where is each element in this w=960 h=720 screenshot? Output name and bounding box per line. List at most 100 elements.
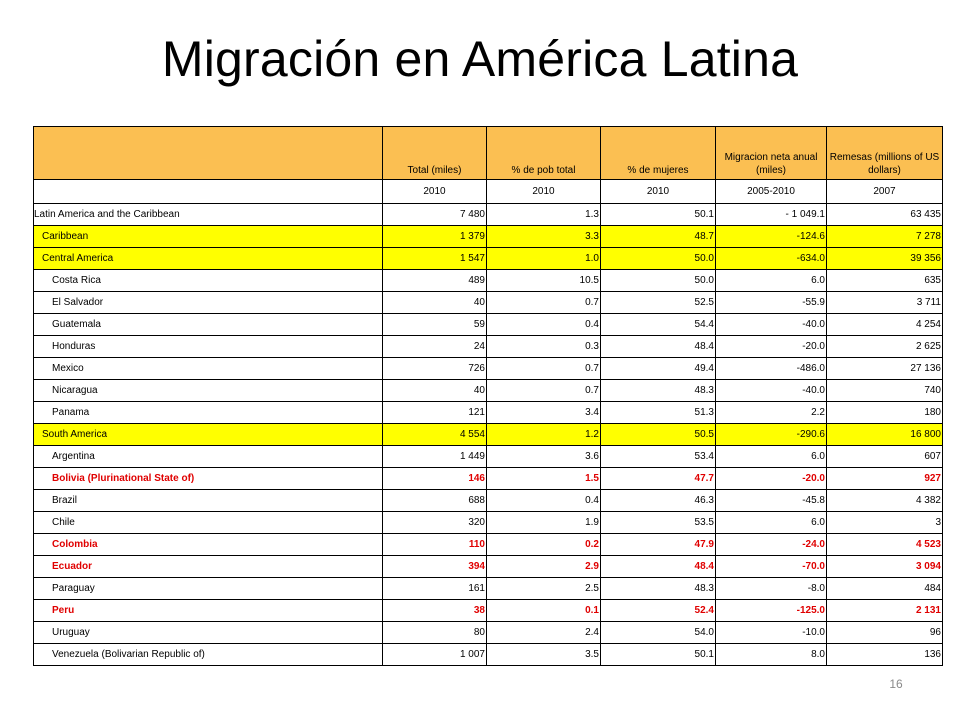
region-name-cell: Colombia xyxy=(33,533,383,556)
value-cell: 394 xyxy=(382,555,487,578)
table-row: South America 4 554 1.2 50.5 -290.6 16 800 xyxy=(33,423,943,446)
page-number: 16 xyxy=(889,677,903,691)
header-cell: Migracion neta anual (miles) xyxy=(715,126,827,180)
value-cell: 54.0 xyxy=(600,621,716,644)
value-cell: 7 480 xyxy=(382,203,487,226)
value-cell: 2 625 xyxy=(826,335,943,358)
value-cell: 2.5 xyxy=(486,577,601,600)
value-cell: 46.3 xyxy=(600,489,716,512)
value-cell: 2.2 xyxy=(715,401,827,424)
value-cell: 146 xyxy=(382,467,487,490)
value-cell: 80 xyxy=(382,621,487,644)
value-cell: 3 094 xyxy=(826,555,943,578)
value-cell: 48.4 xyxy=(600,555,716,578)
value-cell: 50.5 xyxy=(600,423,716,446)
value-cell: 1 007 xyxy=(382,643,487,666)
value-cell: 59 xyxy=(382,313,487,336)
value-cell: 6.0 xyxy=(715,269,827,292)
value-cell: 0.4 xyxy=(486,313,601,336)
header-row: Total (miles) % de pob total % de mujere… xyxy=(33,126,943,180)
table-row: Panama 121 3.4 51.3 2.2 180 xyxy=(33,401,943,424)
value-cell: 927 xyxy=(826,467,943,490)
table-row: Honduras 24 0.3 48.4 -20.0 2 625 xyxy=(33,335,943,358)
value-cell: -20.0 xyxy=(715,335,827,358)
value-cell: 51.3 xyxy=(600,401,716,424)
value-cell: 50.1 xyxy=(600,203,716,226)
value-cell: -55.9 xyxy=(715,291,827,314)
header-cell xyxy=(33,126,383,180)
value-cell: 4 382 xyxy=(826,489,943,512)
value-cell: 3 xyxy=(826,511,943,534)
region-name-cell: Chile xyxy=(33,511,383,534)
value-cell: 3 711 xyxy=(826,291,943,314)
value-cell: 3.4 xyxy=(486,401,601,424)
table-row: Brazil 688 0.4 46.3 -45.8 4 382 xyxy=(33,489,943,512)
value-cell: -634.0 xyxy=(715,247,827,270)
region-name-cell: Brazil xyxy=(33,489,383,512)
table-row: Central America 1 547 1.0 50.0 -634.0 39 356 xyxy=(33,247,943,270)
value-cell: 2.9 xyxy=(486,555,601,578)
value-cell: 4 554 xyxy=(382,423,487,446)
value-cell: 3.3 xyxy=(486,225,601,248)
value-cell: 607 xyxy=(826,445,943,468)
value-cell: 110 xyxy=(382,533,487,556)
value-cell: 40 xyxy=(382,291,487,314)
region-name-cell: Honduras xyxy=(33,335,383,358)
slide-title: Migración en América Latina xyxy=(161,31,799,87)
header-cell: Remesas (millions of US dollars) xyxy=(826,126,943,180)
region-name-cell: Bolivia (Plurinational State of) xyxy=(33,467,383,490)
migration-table: Total (miles) % de pob total % de mujere… xyxy=(33,126,943,666)
value-cell: 2.4 xyxy=(486,621,601,644)
header-cell: % de mujeres xyxy=(600,126,716,180)
year-cell xyxy=(33,179,383,204)
year-cell: 2005-2010 xyxy=(715,179,827,204)
region-name-cell: Paraguay xyxy=(33,577,383,600)
region-name-cell: Argentina xyxy=(33,445,383,468)
region-name-cell: Mexico xyxy=(33,357,383,380)
region-name-cell: Venezuela (Bolivarian Republic of) xyxy=(33,643,383,666)
table-body: Latin America and the Caribbean 7 480 1.3 5… xyxy=(33,203,943,666)
value-cell: -10.0 xyxy=(715,621,827,644)
region-name-cell: Caribbean xyxy=(33,225,383,248)
value-cell: 0.2 xyxy=(486,533,601,556)
table-row: Peru 38 0.1 52.4 -125.0 2 131 xyxy=(33,599,943,622)
table-row: Caribbean 1 379 3.3 48.7 -124.6 7 278 xyxy=(33,225,943,248)
region-name-cell: Latin America and the Caribbean xyxy=(33,203,383,226)
value-cell: 52.4 xyxy=(600,599,716,622)
value-cell: 96 xyxy=(826,621,943,644)
value-cell: 49.4 xyxy=(600,357,716,380)
value-cell: 6.0 xyxy=(715,511,827,534)
region-name-cell: El Salvador xyxy=(33,291,383,314)
value-cell: 48.3 xyxy=(600,379,716,402)
year-cell: 2010 xyxy=(600,179,716,204)
value-cell: -24.0 xyxy=(715,533,827,556)
table-row: Guatemala 59 0.4 54.4 -40.0 4 254 xyxy=(33,313,943,336)
value-cell: 1 547 xyxy=(382,247,487,270)
year-row: 2010 2010 2010 2005-2010 2007 xyxy=(33,179,943,204)
value-cell: 0.7 xyxy=(486,379,601,402)
value-cell: 688 xyxy=(382,489,487,512)
table-row: Colombia 110 0.2 47.9 -24.0 4 523 xyxy=(33,533,943,556)
table-row: Ecuador 394 2.9 48.4 -70.0 3 094 xyxy=(33,555,943,578)
value-cell: -290.6 xyxy=(715,423,827,446)
year-cell: 2010 xyxy=(382,179,487,204)
value-cell: 489 xyxy=(382,269,487,292)
value-cell: 63 435 xyxy=(826,203,943,226)
value-cell: 161 xyxy=(382,577,487,600)
region-name-cell: Costa Rica xyxy=(33,269,383,292)
value-cell: 3.6 xyxy=(486,445,601,468)
table-row: Nicaragua 40 0.7 48.3 -40.0 740 xyxy=(33,379,943,402)
value-cell: 1.5 xyxy=(486,467,601,490)
value-cell: 1 379 xyxy=(382,225,487,248)
value-cell: 0.3 xyxy=(486,335,601,358)
header-cell: Total (miles) xyxy=(382,126,487,180)
value-cell: 24 xyxy=(382,335,487,358)
region-name-cell: Panama xyxy=(33,401,383,424)
value-cell: 121 xyxy=(382,401,487,424)
region-name-cell: Uruguay xyxy=(33,621,383,644)
value-cell: 0.1 xyxy=(486,599,601,622)
value-cell: 48.7 xyxy=(600,225,716,248)
table-row: Venezuela (Bolivarian Republic of) 1 007 3… xyxy=(33,643,943,666)
value-cell: 53.4 xyxy=(600,445,716,468)
region-name-cell: South America xyxy=(33,423,383,446)
